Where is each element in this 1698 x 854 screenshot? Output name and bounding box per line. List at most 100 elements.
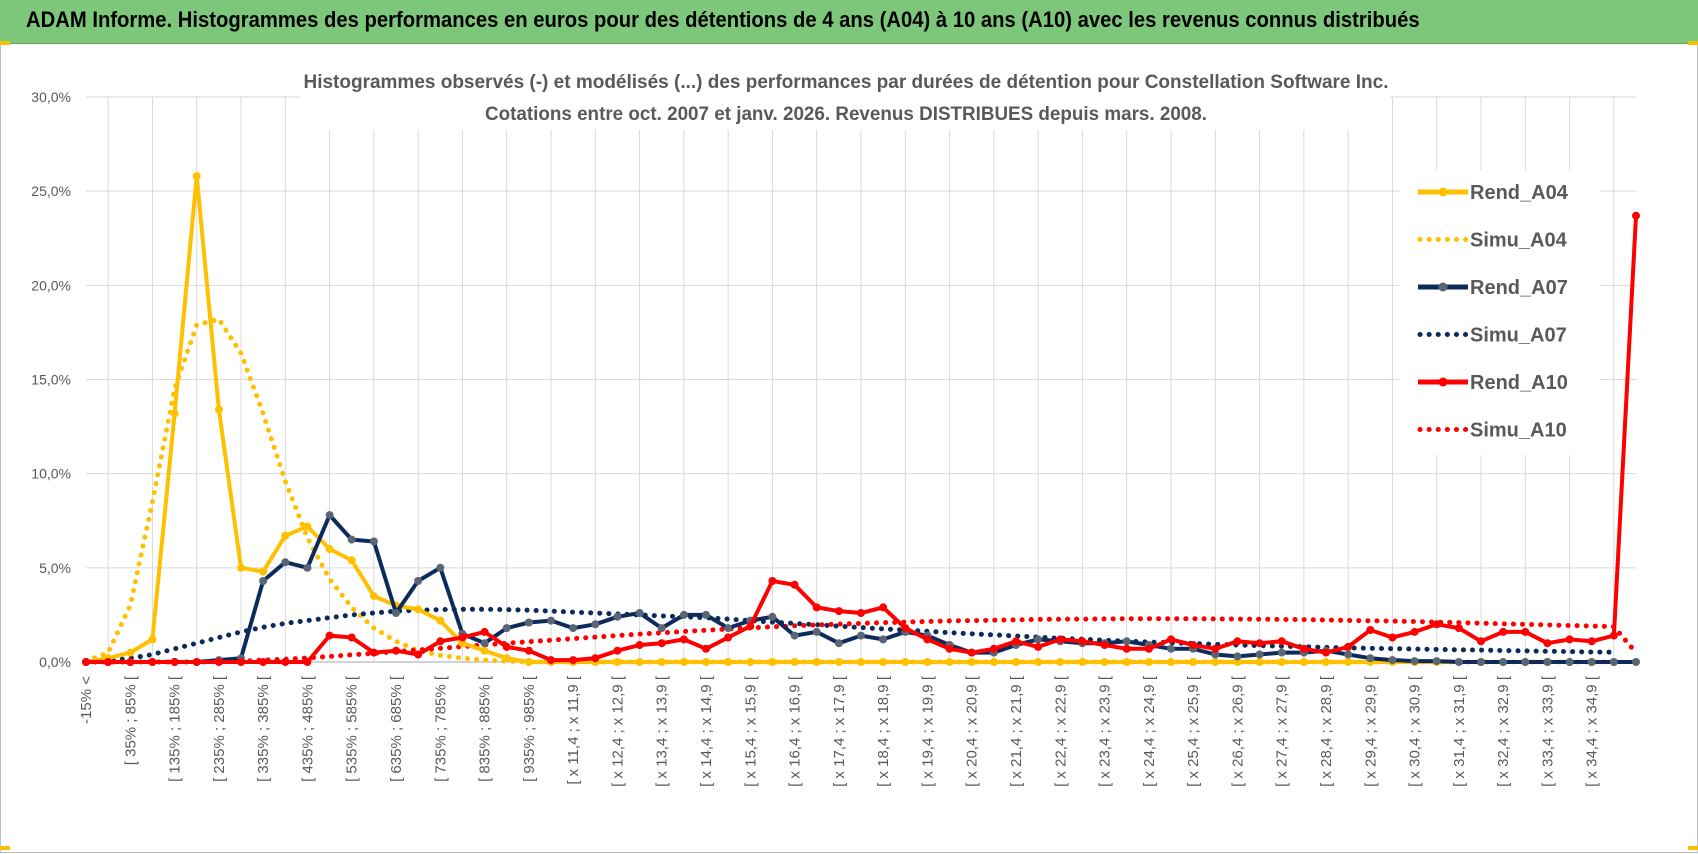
data-point (879, 603, 888, 612)
data-point (613, 658, 622, 666)
x-tick-label: [ x 24,4 ; x 24,9 [ (1141, 675, 1158, 787)
x-tick-label: [ x 29,4 ; x 29,9 [ (1362, 675, 1379, 787)
x-tick-label: [ x 34,4 ; x 34,9 [ (1584, 675, 1601, 787)
data-point (237, 563, 245, 572)
data-point (1322, 648, 1330, 657)
x-tick-label: [ x 21,4 ; x 21,9 [ (1008, 675, 1025, 787)
data-point (1565, 635, 1574, 644)
data-point (303, 658, 312, 666)
x-tick-label: [ x 19,4 ; x 19,9 [ (919, 675, 936, 787)
data-point (679, 610, 688, 619)
corner-mark (1688, 41, 1698, 45)
chart-title-backdrop (300, 65, 1390, 130)
data-point (1322, 658, 1330, 666)
data-point (1211, 644, 1220, 653)
data-point (702, 610, 710, 619)
data-point (1144, 644, 1153, 653)
data-point (657, 658, 666, 666)
x-tick-label: [ x 30,4 ; x 30,9 [ (1407, 675, 1424, 787)
data-point (613, 646, 622, 655)
corner-mark (1688, 846, 1698, 850)
data-point (1388, 633, 1397, 642)
data-point (790, 580, 799, 589)
data-point (1056, 635, 1065, 644)
x-tick-label: [ 835% ; 885% [ (477, 675, 494, 782)
x-tick-label: [ x 14,4 ; x 14,9 [ (698, 675, 715, 787)
data-point (1609, 658, 1618, 666)
x-tick-label: [ x 17,4 ; x 17,9 [ (831, 675, 848, 787)
x-tick-label: [ x 20,4 ; x 20,9 [ (964, 675, 981, 787)
data-point (1565, 658, 1574, 666)
data-point (790, 658, 799, 666)
data-point (635, 658, 644, 666)
data-point (1211, 658, 1220, 666)
chart-title-line-2: Cotations entre oct. 2007 et janv. 2026.… (485, 104, 1207, 125)
data-point (945, 658, 954, 666)
x-tick-label: -15% < (78, 676, 95, 724)
data-point (259, 658, 268, 666)
data-point (547, 656, 555, 665)
data-point (768, 658, 777, 666)
data-point (1366, 654, 1375, 663)
data-point (679, 658, 688, 666)
data-point (834, 639, 843, 648)
data-point (458, 633, 467, 642)
data-point (657, 624, 666, 633)
data-point (1432, 620, 1441, 629)
x-tick-label: [ 935% ; 985% [ (521, 675, 538, 782)
x-tick-label: [ 635% ; 685% [ (388, 675, 405, 782)
x-tick-label: [ x 13,4 ; x 13,9 [ (654, 675, 671, 787)
data-point (392, 646, 400, 655)
data-point (237, 658, 245, 666)
data-point (591, 620, 600, 629)
data-point (281, 658, 290, 666)
data-point (1299, 658, 1308, 666)
legend-item-rend-a10: Rend_A10 (1418, 372, 1568, 394)
legend-label: Simu_A10 (1470, 420, 1567, 442)
data-point (170, 658, 179, 666)
data-point (768, 577, 777, 585)
y-tick-label: 0,0% (39, 654, 71, 670)
data-point (1477, 637, 1485, 646)
data-point (989, 658, 998, 666)
data-point (1034, 635, 1043, 644)
data-point (1344, 650, 1353, 659)
series-rend-a10 (82, 211, 1640, 666)
data-point (392, 609, 400, 617)
data-point (502, 624, 511, 633)
legend-label: Rend_A10 (1470, 372, 1568, 394)
y-tick-label: 30,0% (31, 89, 71, 105)
data-point (126, 648, 135, 657)
data-point (1122, 644, 1131, 653)
data-point (259, 567, 268, 576)
legend-marker (1438, 377, 1448, 387)
data-point (635, 609, 644, 617)
data-point (1277, 658, 1286, 666)
data-point (1587, 637, 1596, 646)
data-point (857, 658, 865, 666)
data-point (1255, 658, 1264, 666)
corner-mark (0, 41, 10, 45)
data-point (702, 658, 710, 666)
data-point (1100, 658, 1109, 666)
series-line (83, 616, 1639, 665)
data-point (679, 635, 688, 644)
data-point (1521, 627, 1530, 636)
x-tick-label: [ x 18,4 ; x 18,9 [ (875, 675, 892, 787)
data-point (768, 612, 777, 621)
data-point (1167, 658, 1175, 666)
data-point (1543, 658, 1552, 666)
data-point (1255, 639, 1264, 648)
x-tick-label: [ x 27,4 ; x 27,9 [ (1274, 675, 1291, 787)
data-point (834, 607, 843, 616)
legend-item-simu-a10: Simu_A10 (1417, 420, 1567, 442)
data-point (1521, 658, 1530, 666)
chart-title-line-1: Histogrammes observés (-) et modélisés (… (304, 72, 1389, 93)
data-point (1344, 658, 1353, 666)
data-point (502, 642, 511, 651)
data-point (967, 648, 976, 657)
x-tick-label: [ x 11,4 ; x 11,9 [ (565, 675, 582, 785)
data-point (1167, 644, 1175, 653)
x-tick-label: [ x 25,4 ; x 25,9 [ (1185, 675, 1202, 787)
